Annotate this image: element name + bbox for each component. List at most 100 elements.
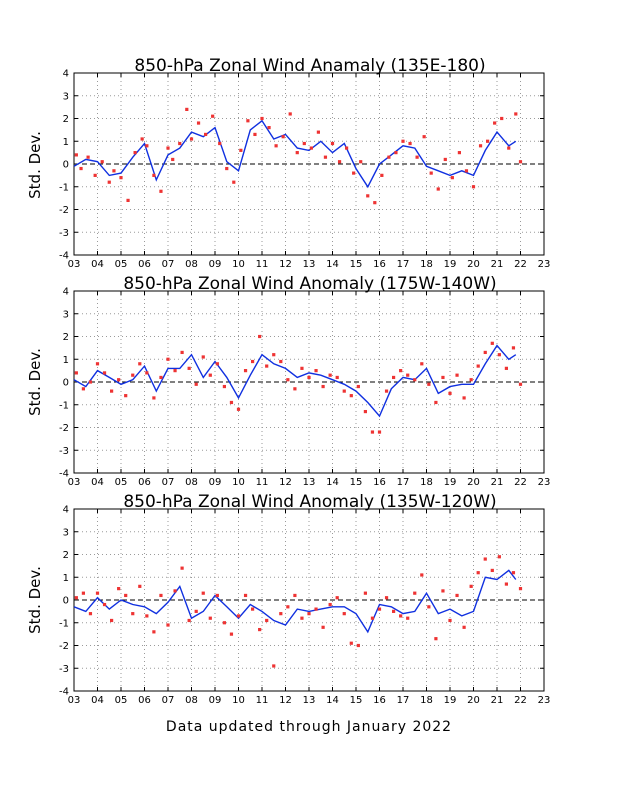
data-point: [201, 591, 205, 595]
plot-frame: [73, 508, 545, 692]
x-tick-label: 10: [232, 695, 245, 706]
data-point: [434, 637, 438, 641]
data-point: [272, 353, 276, 357]
data-point: [110, 618, 114, 623]
y-tick-label: 4: [63, 505, 69, 516]
data-point: [95, 591, 100, 595]
data-point: [281, 135, 285, 139]
data-point: [95, 362, 100, 366]
x-tick-label: 15: [350, 477, 363, 488]
data-point: [462, 396, 466, 400]
plot-frame: [73, 290, 545, 474]
data-point: [246, 119, 250, 123]
x-tick-label: 05: [115, 477, 128, 488]
data-point: [79, 166, 83, 171]
data-point: [356, 643, 360, 648]
y-tick-label: 0: [63, 596, 69, 607]
data-point: [413, 378, 417, 382]
data-point: [243, 369, 248, 373]
data-point: [211, 114, 215, 118]
data-point: [166, 623, 170, 627]
x-tick-label: 10: [232, 477, 245, 488]
y-tick-label: 3: [63, 527, 69, 538]
data-point: [497, 353, 501, 357]
data-point: [286, 605, 290, 609]
data-point: [265, 364, 269, 368]
data-point: [187, 618, 191, 623]
data-point: [286, 378, 290, 382]
x-tick-label: 14: [326, 477, 339, 488]
data-point: [497, 555, 501, 559]
x-tick-label: 22: [514, 695, 527, 706]
data-point: [279, 612, 283, 616]
data-point: [314, 607, 318, 611]
x-tick-label: 07: [162, 477, 175, 488]
data-point: [258, 334, 262, 339]
data-point: [476, 571, 480, 575]
x-tick-label: 09: [209, 695, 222, 706]
data-point: [518, 160, 523, 164]
data-point: [356, 384, 360, 389]
data-point: [295, 151, 299, 155]
data-point: [455, 593, 459, 598]
x-tick-label: 08: [185, 477, 198, 488]
data-point: [222, 384, 226, 389]
data-point: [229, 400, 234, 405]
data-point: [222, 621, 226, 625]
y-tick-label: 4: [63, 69, 69, 80]
data-point: [178, 141, 182, 146]
x-tick-label: 08: [185, 695, 198, 706]
data-point: [493, 121, 497, 125]
data-point: [145, 144, 149, 148]
panel-1-ylabel: Std. Dev.: [26, 131, 44, 199]
data-point: [413, 591, 417, 595]
scatter-points: [74, 334, 523, 434]
data-point: [380, 173, 384, 177]
x-tick-label: 03: [68, 695, 81, 706]
data-point: [507, 146, 511, 150]
data-point: [215, 593, 219, 598]
x-tick-label: 12: [279, 695, 292, 706]
y-tick-label: 1: [63, 355, 69, 366]
data-point: [373, 201, 377, 205]
data-point: [173, 589, 177, 593]
data-point: [258, 627, 262, 632]
data-point: [196, 121, 201, 125]
data-point: [330, 141, 335, 146]
data-point: [323, 155, 328, 159]
data-point: [251, 359, 255, 364]
x-tick-label: 11: [256, 259, 269, 270]
data-point: [486, 139, 490, 143]
data-point: [93, 173, 97, 177]
x-tick-label: 22: [514, 477, 527, 488]
data-point: [490, 341, 494, 345]
data-point: [483, 557, 487, 561]
series-line: [73, 569, 517, 634]
y-tick-label: 2: [63, 332, 69, 343]
data-point: [74, 153, 78, 157]
x-tick-label: 07: [162, 259, 175, 270]
data-point: [399, 369, 403, 373]
x-tick-label: 13: [303, 259, 316, 270]
data-point: [471, 185, 476, 189]
x-tick-label: 10: [232, 259, 245, 270]
data-point: [321, 384, 325, 389]
y-tick-label: -1: [59, 400, 69, 411]
data-point: [272, 664, 276, 668]
data-point: [74, 596, 78, 600]
data-point: [335, 596, 339, 600]
data-point: [126, 198, 130, 202]
data-point: [145, 614, 149, 618]
data-point: [253, 132, 257, 137]
y-tick-label: -3: [59, 664, 69, 675]
data-point: [293, 593, 297, 598]
data-point: [392, 609, 396, 613]
x-tick-label: 08: [185, 259, 198, 270]
data-point: [384, 389, 389, 393]
x-tick-label: 20: [467, 477, 480, 488]
data-point: [138, 362, 142, 366]
data-point: [443, 157, 447, 162]
y-tick-label: 2: [63, 114, 69, 125]
data-point: [124, 394, 128, 398]
